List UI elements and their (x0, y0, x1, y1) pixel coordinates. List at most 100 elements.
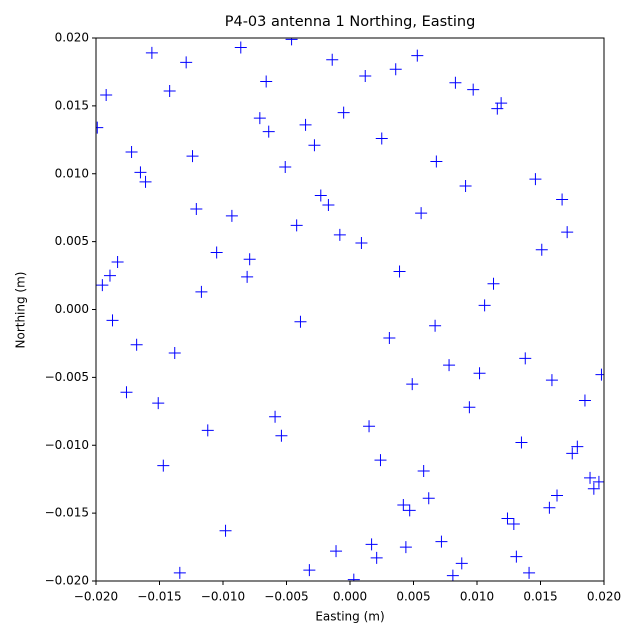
x-tick-label: −0.010 (201, 590, 245, 604)
point (134, 166, 147, 179)
point (463, 401, 476, 414)
y-tick-label: 0.020 (55, 31, 89, 45)
y-axis-label: Northing (m) (14, 272, 28, 349)
point (279, 160, 292, 173)
point (308, 139, 321, 152)
point (455, 557, 468, 570)
point (403, 504, 416, 517)
point (422, 492, 435, 505)
point (415, 207, 428, 220)
point (429, 319, 442, 332)
point (556, 193, 569, 206)
point (163, 84, 176, 97)
point (262, 125, 275, 138)
axes-frame (95, 37, 605, 582)
point (435, 535, 448, 548)
point (571, 440, 584, 453)
point (355, 236, 368, 249)
x-tick-label: −0.015 (137, 590, 181, 604)
point (125, 146, 138, 159)
y-tick-label: −0.020 (45, 574, 89, 588)
x-tick-label: 0.000 (333, 590, 367, 604)
point (152, 397, 165, 410)
point (478, 299, 491, 312)
point (592, 475, 604, 488)
x-axis-label: Easting (m) (315, 610, 384, 624)
point (234, 41, 247, 54)
point (157, 459, 170, 472)
point (260, 75, 273, 88)
point (337, 106, 350, 119)
point (370, 551, 383, 564)
y-tick-label: 0.010 (55, 166, 89, 180)
point (243, 253, 256, 266)
y-tick-label: 0.000 (55, 302, 89, 316)
point (375, 132, 388, 145)
point (535, 243, 548, 256)
point (467, 83, 480, 96)
point (595, 368, 604, 381)
x-tick-label: −0.020 (74, 590, 118, 604)
point (393, 265, 406, 278)
point (180, 56, 193, 69)
y-tick-label: −0.005 (45, 370, 89, 384)
point (545, 374, 558, 387)
point (374, 454, 387, 467)
point (446, 569, 459, 581)
point (443, 359, 456, 372)
point (507, 517, 520, 530)
point (584, 471, 597, 484)
point (303, 564, 316, 577)
point (399, 541, 412, 554)
point (241, 270, 254, 283)
point (314, 189, 327, 202)
chart-title: P4-03 antenna 1 Northing, Easting (225, 14, 476, 30)
point (365, 538, 378, 551)
point (195, 285, 208, 298)
point (389, 63, 402, 76)
point (326, 53, 339, 66)
point (406, 378, 419, 391)
x-tick-label: 0.010 (460, 590, 494, 604)
point (519, 352, 532, 365)
point (139, 175, 152, 188)
point (111, 255, 124, 268)
point (186, 150, 199, 163)
plot-area (96, 38, 604, 581)
point (523, 566, 536, 579)
x-tick-label: 0.015 (523, 590, 557, 604)
point (347, 573, 360, 581)
point (120, 386, 133, 399)
point (106, 314, 119, 327)
x-tick-label: 0.020 (587, 590, 621, 604)
point (491, 102, 504, 115)
point (561, 226, 574, 239)
point (219, 524, 232, 537)
point (275, 429, 288, 442)
point (363, 420, 376, 433)
point (449, 76, 462, 89)
point (383, 332, 396, 345)
point (529, 173, 542, 186)
point (225, 209, 238, 222)
x-tick-label: −0.005 (264, 590, 308, 604)
point (173, 566, 186, 579)
point (190, 203, 203, 216)
point (430, 155, 443, 168)
point (487, 277, 500, 290)
point (130, 338, 143, 351)
point (100, 89, 113, 102)
point (96, 121, 104, 134)
point (473, 367, 486, 380)
point (96, 279, 109, 292)
point (333, 228, 346, 241)
y-tick-label: 0.005 (55, 234, 89, 248)
x-tick-label: 0.005 (396, 590, 430, 604)
point (168, 346, 181, 359)
point (551, 489, 564, 502)
point (543, 501, 556, 514)
point (294, 315, 307, 328)
y-tick-label: −0.015 (45, 506, 89, 520)
point (587, 482, 600, 495)
